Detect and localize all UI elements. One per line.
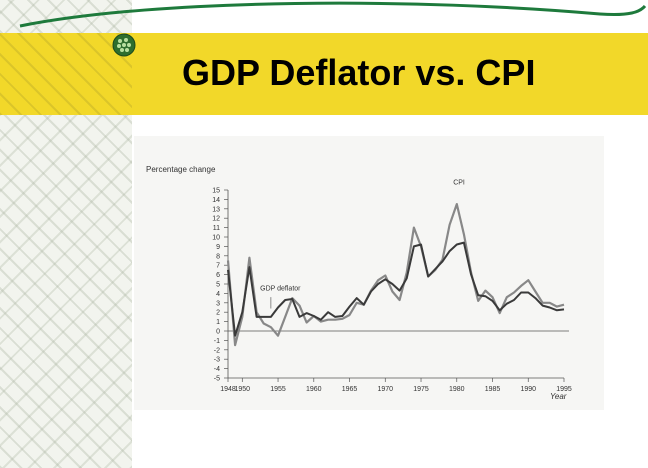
x-axis-label: Year [550, 392, 567, 401]
x-tick-label: 1950 [235, 386, 251, 393]
top-decorative-curve [19, 1, 647, 28]
y-axis-label: Percentage change [146, 165, 216, 174]
line-chart: Percentage change Year -5-4-3-2-10123456… [146, 165, 572, 401]
series-label-gdp-deflator: GDP deflator [260, 286, 301, 293]
title-band [0, 33, 648, 115]
y-tick-label: 10 [212, 235, 220, 242]
y-tick-label: -3 [214, 357, 220, 364]
y-tick-label: 2 [216, 310, 220, 317]
y-tick-label: 15 [212, 188, 220, 195]
x-tick-label: 1985 [485, 386, 501, 393]
y-tick-label: 6 [216, 272, 220, 279]
y-tick-label: 8 [216, 253, 220, 260]
y-tick-label: 14 [212, 197, 220, 204]
x-tick-label: 1960 [306, 386, 322, 393]
chart-container: Percentage change Year -5 -4 -3 -2 -1 0 1 2 3 4 5 6… [134, 136, 604, 410]
y-tick-label: 4 [216, 291, 220, 298]
y-tick-label: -2 [214, 347, 220, 354]
y-tick-label: 1 [216, 319, 220, 326]
y-tick-label: 5 [216, 282, 220, 289]
x-tick-label: 1990 [520, 386, 536, 393]
y-tick-label: -5 [214, 376, 220, 383]
series-label-cpi: CPI [453, 179, 465, 186]
y-tick-label: 9 [216, 244, 220, 251]
y-tick-label: -1 [214, 338, 220, 345]
x-tick-label: 1975 [413, 386, 429, 393]
y-tick-label: 0 [216, 329, 220, 336]
y-tick-label: 7 [216, 263, 220, 270]
x-tick-label: 1955 [270, 386, 286, 393]
x-tick-label: 1995 [556, 386, 572, 393]
series-line [227, 241, 565, 337]
y-tick-label: 3 [216, 300, 220, 307]
y-tick-label: 13 [212, 206, 220, 213]
bullet-dot-icon [112, 33, 136, 57]
x-tick-label: 1970 [377, 386, 393, 393]
series-line [226, 203, 565, 347]
page-title: GDP Deflator vs. CPI [182, 52, 536, 93]
y-tick-label: 12 [212, 216, 220, 223]
x-tick-label: 1980 [449, 386, 465, 393]
x-tick-label: 1948 [220, 386, 236, 393]
y-tick-label: -4 [214, 366, 220, 373]
x-tick-label: 1965 [342, 386, 358, 393]
y-tick-label: 11 [213, 225, 220, 232]
